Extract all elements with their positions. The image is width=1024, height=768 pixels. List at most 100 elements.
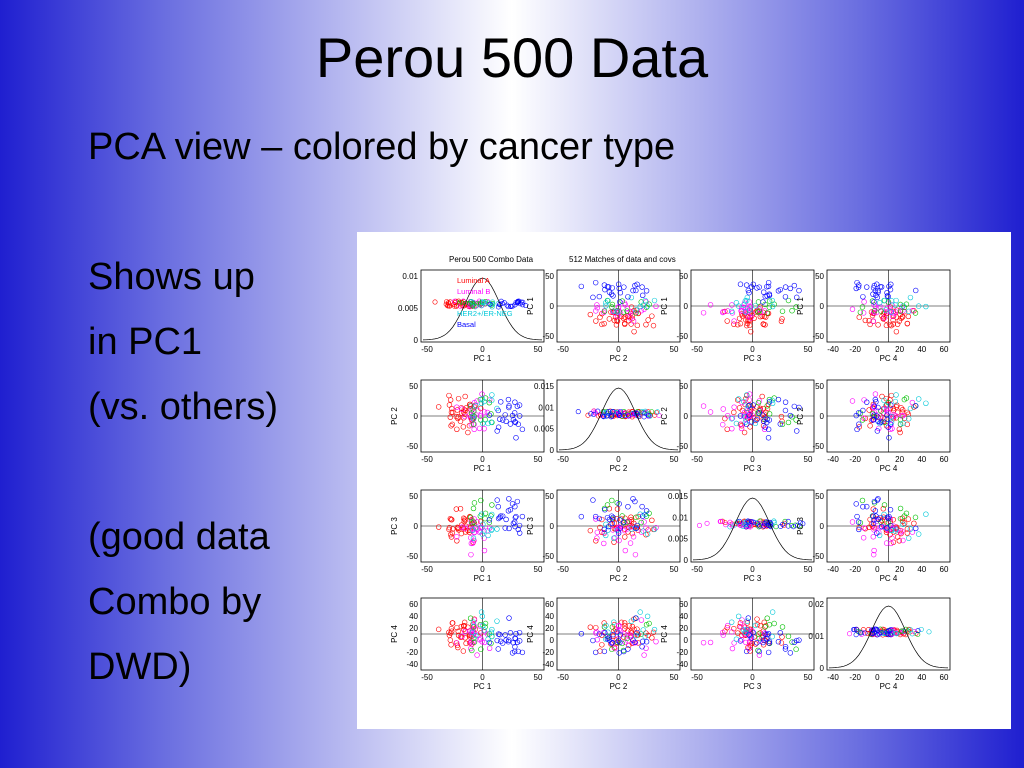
x-tick-label: -50 — [557, 455, 569, 464]
data-point — [778, 640, 785, 646]
data-point — [872, 391, 879, 397]
data-point — [747, 635, 754, 642]
data-point — [700, 310, 707, 316]
data-point — [615, 638, 622, 644]
x-tick-label: 0 — [616, 673, 621, 682]
data-point — [617, 310, 624, 317]
data-point — [897, 308, 904, 314]
data-point — [725, 412, 731, 419]
slide-title: Perou 500 Data — [315, 26, 709, 89]
y-tick-label: -50 — [542, 552, 554, 561]
y-tick-label: 0 — [550, 522, 555, 531]
data-point — [891, 310, 897, 317]
data-point — [760, 321, 767, 328]
x-axis-label: PC 4 — [880, 574, 898, 583]
data-point — [448, 409, 455, 416]
data-point — [606, 506, 613, 512]
data-point — [489, 392, 495, 398]
data-point — [447, 531, 454, 538]
data-point — [495, 424, 502, 430]
data-point — [506, 404, 512, 411]
data-point — [629, 623, 636, 630]
data-point — [872, 288, 879, 294]
data-point — [647, 413, 653, 419]
data-point — [454, 534, 460, 540]
x-tick-label: 50 — [804, 345, 813, 354]
y-tick-label: -50 — [676, 332, 688, 341]
data-point — [653, 410, 659, 416]
data-point — [796, 287, 802, 294]
data-point — [871, 299, 877, 305]
data-point — [757, 630, 763, 636]
data-point — [893, 526, 899, 533]
data-point — [604, 284, 611, 290]
data-point — [724, 426, 730, 432]
data-point — [471, 635, 477, 642]
data-point — [486, 645, 493, 651]
data-point — [643, 321, 649, 328]
y-tick-label: 60 — [409, 600, 418, 609]
data-point — [615, 530, 622, 536]
data-point — [448, 423, 454, 429]
data-point — [704, 520, 710, 526]
data-point — [628, 618, 635, 624]
panel-frame — [556, 379, 681, 453]
data-point — [700, 403, 707, 409]
data-point — [602, 507, 608, 513]
data-point — [590, 637, 596, 644]
x-tick-label: -20 — [849, 455, 861, 464]
panel-frame — [826, 597, 951, 671]
data-point — [849, 398, 856, 404]
data-point — [516, 530, 523, 536]
data-point — [746, 391, 753, 397]
data-point — [432, 299, 438, 305]
data-point — [853, 501, 859, 507]
data-point — [633, 632, 639, 639]
data-point — [516, 629, 523, 636]
bullet-line — [88, 448, 358, 513]
data-point — [454, 426, 460, 432]
data-point — [486, 412, 493, 418]
data-point — [633, 287, 639, 294]
data-point — [745, 518, 751, 524]
data-point — [622, 321, 628, 327]
data-point — [498, 638, 504, 645]
data-point — [478, 303, 484, 309]
data-point — [756, 648, 762, 655]
data-point — [470, 632, 476, 638]
data-point — [505, 508, 512, 514]
data-point — [765, 279, 772, 286]
data-point — [737, 413, 744, 419]
data-point — [883, 406, 890, 412]
data-point — [458, 530, 465, 537]
data-point — [455, 632, 462, 639]
data-point — [893, 328, 900, 335]
data-point — [643, 513, 650, 519]
data-point — [860, 415, 867, 421]
x-axis-label: PC 3 — [744, 682, 762, 691]
data-point — [789, 308, 795, 314]
x-tick-label: -50 — [691, 673, 703, 682]
data-point — [906, 416, 912, 422]
data-point — [904, 320, 911, 327]
x-tick-label: 50 — [534, 673, 543, 682]
data-point — [467, 514, 474, 521]
data-point — [455, 628, 461, 634]
data-point — [745, 615, 752, 621]
data-point — [735, 396, 742, 402]
data-point — [593, 538, 599, 544]
data-point — [735, 303, 742, 309]
x-axis-label: PC 1 — [474, 464, 492, 473]
data-point — [512, 514, 519, 521]
data-point — [629, 410, 635, 416]
data-point — [462, 628, 468, 635]
x-axis-label: PC 2 — [610, 682, 628, 691]
data-point — [878, 308, 884, 314]
data-point — [796, 637, 802, 643]
data-point — [481, 547, 488, 554]
data-point — [864, 503, 870, 510]
data-point — [513, 513, 519, 520]
data-point — [766, 399, 773, 405]
data-point — [611, 535, 617, 541]
data-point — [601, 414, 607, 420]
